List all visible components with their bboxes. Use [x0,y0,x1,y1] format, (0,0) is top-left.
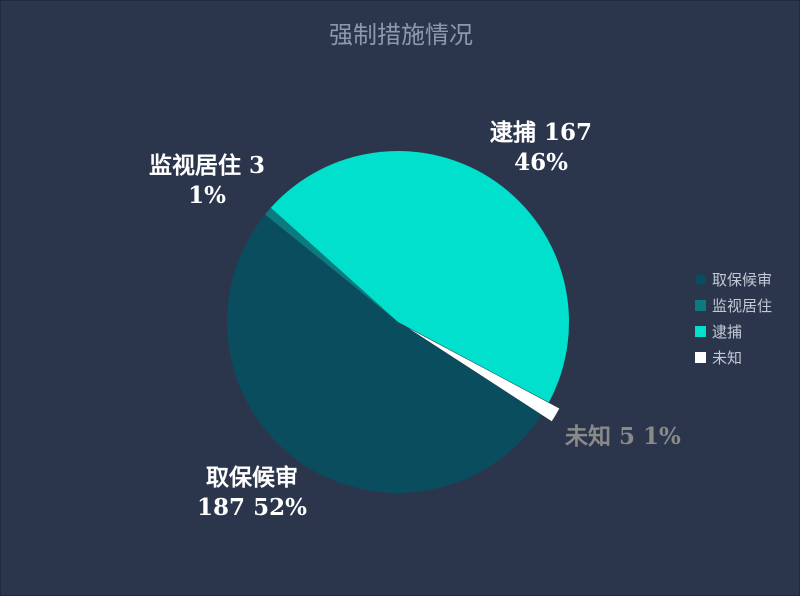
label-weizhi-text: 未知 5 1% [565,423,681,450]
label-qubao-value: 187 52% [197,494,307,521]
legend-swatch-jianshi [695,299,706,311]
label-daibu-name: 逮捕 167 [489,119,593,146]
pie-slice-weizhi[interactable] [408,328,560,422]
legend-label-jianshi: 监视居住 [712,296,773,315]
pie-slice-qubao[interactable] [226,214,542,494]
legend-item-daibu[interactable]: 逮捕 [695,318,772,344]
pie-slice-jianshi[interactable] [265,207,398,322]
legend-item-jianshi[interactable]: 监视居住 [695,292,772,318]
label-jianshi-value: 1% [188,182,226,209]
legend: 取保候审 监视居住 逮捕 未知 [695,266,772,370]
label-daibu-value: 46% [514,149,568,176]
legend-item-qubao[interactable]: 取保候审 [695,266,772,292]
legend-label-qubao: 取保候审 [712,270,773,289]
label-qubao: 取保候审 187 52% [187,463,317,523]
legend-label-daibu: 逮捕 [712,322,743,341]
label-qubao-name: 取保候审 [206,464,298,491]
label-daibu: 逮捕 167 46% [479,118,603,178]
chart-title: 强制措施情况 [329,21,473,49]
legend-item-weizhi[interactable]: 未知 [695,344,772,370]
pie-slice-daibu[interactable] [270,151,569,403]
label-jianshi-name: 监视居住 3 [148,152,265,179]
label-jianshi: 监视居住 3 1% [139,151,275,211]
label-weizhi: 未知 5 1% [565,422,681,452]
legend-label-weizhi: 未知 [712,348,743,367]
legend-swatch-daibu [695,325,706,337]
legend-swatch-qubao [695,273,706,285]
legend-swatch-weizhi [695,351,706,363]
